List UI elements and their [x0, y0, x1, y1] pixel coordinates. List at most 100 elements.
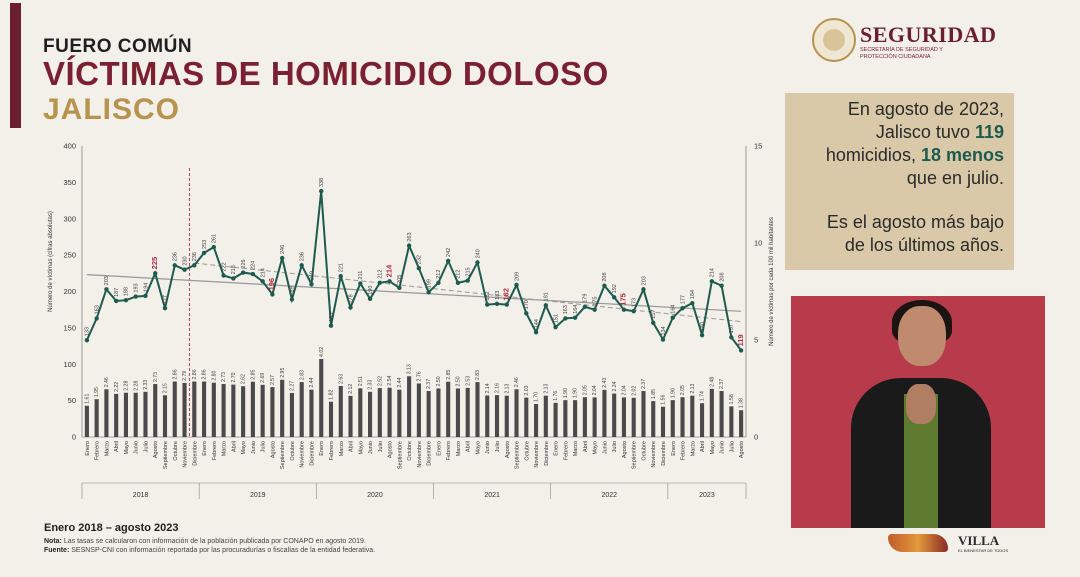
- rate-label: 2.53: [465, 376, 471, 386]
- rate-label: 2.05: [582, 385, 588, 395]
- rate-bar: [289, 392, 294, 437]
- victims-label: 140: [700, 322, 706, 331]
- rate-bar: [397, 389, 402, 437]
- victims-label: 263: [407, 232, 413, 241]
- kicker-title: FUERO COMÚN: [43, 36, 193, 57]
- victims-point: [621, 307, 627, 312]
- rate-bar: [94, 399, 99, 437]
- victims-point: [436, 280, 441, 285]
- victims-label: 212: [378, 270, 384, 279]
- rate-label: 2.73: [221, 372, 227, 382]
- rate-bar: [387, 387, 392, 437]
- victims-label: 177: [163, 295, 169, 304]
- victims-point: [172, 263, 177, 268]
- victims-point: [260, 279, 265, 284]
- rate-bar: [631, 397, 636, 437]
- rate-bar: [231, 384, 236, 437]
- victims-point: [416, 266, 422, 271]
- victims-point: [406, 243, 412, 248]
- victims-label: 178: [348, 294, 354, 303]
- rate-bar: [260, 384, 265, 437]
- month-label: Noviembre: [300, 441, 306, 468]
- rate-label: 2.79: [182, 371, 188, 381]
- month-label: Agosto: [739, 441, 745, 458]
- rate-label: 2.27: [290, 381, 296, 391]
- victims-label: 208: [719, 272, 725, 281]
- swirl-icon: [888, 534, 948, 552]
- victims-point: [123, 298, 129, 303]
- month-label: Octubre: [641, 441, 647, 461]
- victims-label: 134: [661, 326, 667, 335]
- rate-bar: [700, 403, 705, 437]
- rate-bar: [543, 395, 548, 437]
- victims-point: [582, 304, 588, 309]
- victims-label: 232: [417, 255, 423, 264]
- victims-label: 190: [368, 286, 374, 295]
- rate-bar: [602, 389, 607, 437]
- rate-label: 2.62: [241, 374, 247, 384]
- rate-label: 2.44: [397, 377, 403, 387]
- victims-label: 184: [690, 290, 696, 299]
- rate-label: 2.15: [163, 383, 169, 393]
- victims-label: 225: [150, 257, 159, 270]
- month-label: Marzo: [339, 441, 345, 456]
- victims-label: 194: [143, 283, 149, 292]
- victims-label: 214: [260, 268, 266, 277]
- victims-label: 253: [202, 240, 208, 249]
- victims-label: 236: [192, 252, 198, 261]
- victims-label: 137: [729, 324, 735, 333]
- month-label: Abril: [231, 441, 237, 452]
- victims-point: [602, 283, 607, 288]
- rate-bar: [309, 389, 314, 437]
- month-label: Septiembre: [515, 441, 521, 469]
- victims-point: [182, 267, 187, 272]
- rate-label: 2.52: [377, 376, 383, 386]
- victims-label: 236: [173, 252, 179, 261]
- rate-bar: [211, 382, 216, 437]
- rate-label: 2.85: [250, 369, 256, 379]
- left-tick-label: 150: [63, 323, 76, 332]
- rate-bar: [641, 391, 646, 437]
- year-label: 2020: [367, 492, 383, 499]
- victims-point: [504, 302, 509, 307]
- rate-label: 2.37: [719, 379, 725, 389]
- victims-point: [270, 292, 275, 297]
- rate-label: 2.46: [104, 377, 110, 387]
- month-label: Septiembre: [280, 441, 286, 469]
- left-tick-label: 400: [63, 142, 76, 151]
- rate-label: 2.13: [543, 383, 549, 393]
- rate-label: 1.61: [84, 394, 90, 404]
- rate-bar: [621, 397, 626, 437]
- rate-label: 2.57: [270, 375, 276, 385]
- left-tick-label: 350: [63, 178, 76, 187]
- victims-label: 173: [632, 298, 638, 307]
- callout-text-1: En agosto de 2023, Jalisco tuvo 119 homi…: [825, 99, 1004, 188]
- logo-subtitle: SECRETARÍA DE SEGURIDAD Y PROTECCIÓN CIU…: [860, 47, 943, 61]
- rate-label: 1.38: [739, 398, 745, 408]
- rate-bar: [202, 381, 207, 437]
- callout-count: 119: [974, 122, 1004, 142]
- left-tick-label: 300: [63, 214, 76, 223]
- month-label: Noviembre: [183, 441, 189, 468]
- victims-label: 246: [280, 245, 286, 254]
- rate-bar: [319, 359, 324, 437]
- victims-label: 224: [251, 261, 257, 270]
- rate-label: 2.04: [592, 385, 598, 395]
- rate-label: 2.28: [124, 381, 130, 391]
- rate-bar: [299, 382, 304, 437]
- victims-label: 240: [475, 249, 481, 258]
- broadcast-logo: VILLA EL BIENESTAR DE TODOS: [888, 532, 1038, 556]
- victims-point: [319, 188, 324, 194]
- victims-label: 261: [212, 234, 218, 243]
- victims-label: 211: [358, 271, 364, 280]
- month-label: Abril: [466, 441, 472, 452]
- period-label: Enero 2018 – agosto 2023: [44, 522, 179, 534]
- rate-label: 2.03: [524, 385, 530, 395]
- rate-label: 2.37: [426, 379, 432, 389]
- month-label: Junio: [368, 441, 374, 454]
- title-accent-bar: [10, 3, 21, 128]
- victims-point: [660, 337, 666, 342]
- rate-label: 2.95: [280, 368, 286, 378]
- month-label: Marzo: [456, 441, 462, 456]
